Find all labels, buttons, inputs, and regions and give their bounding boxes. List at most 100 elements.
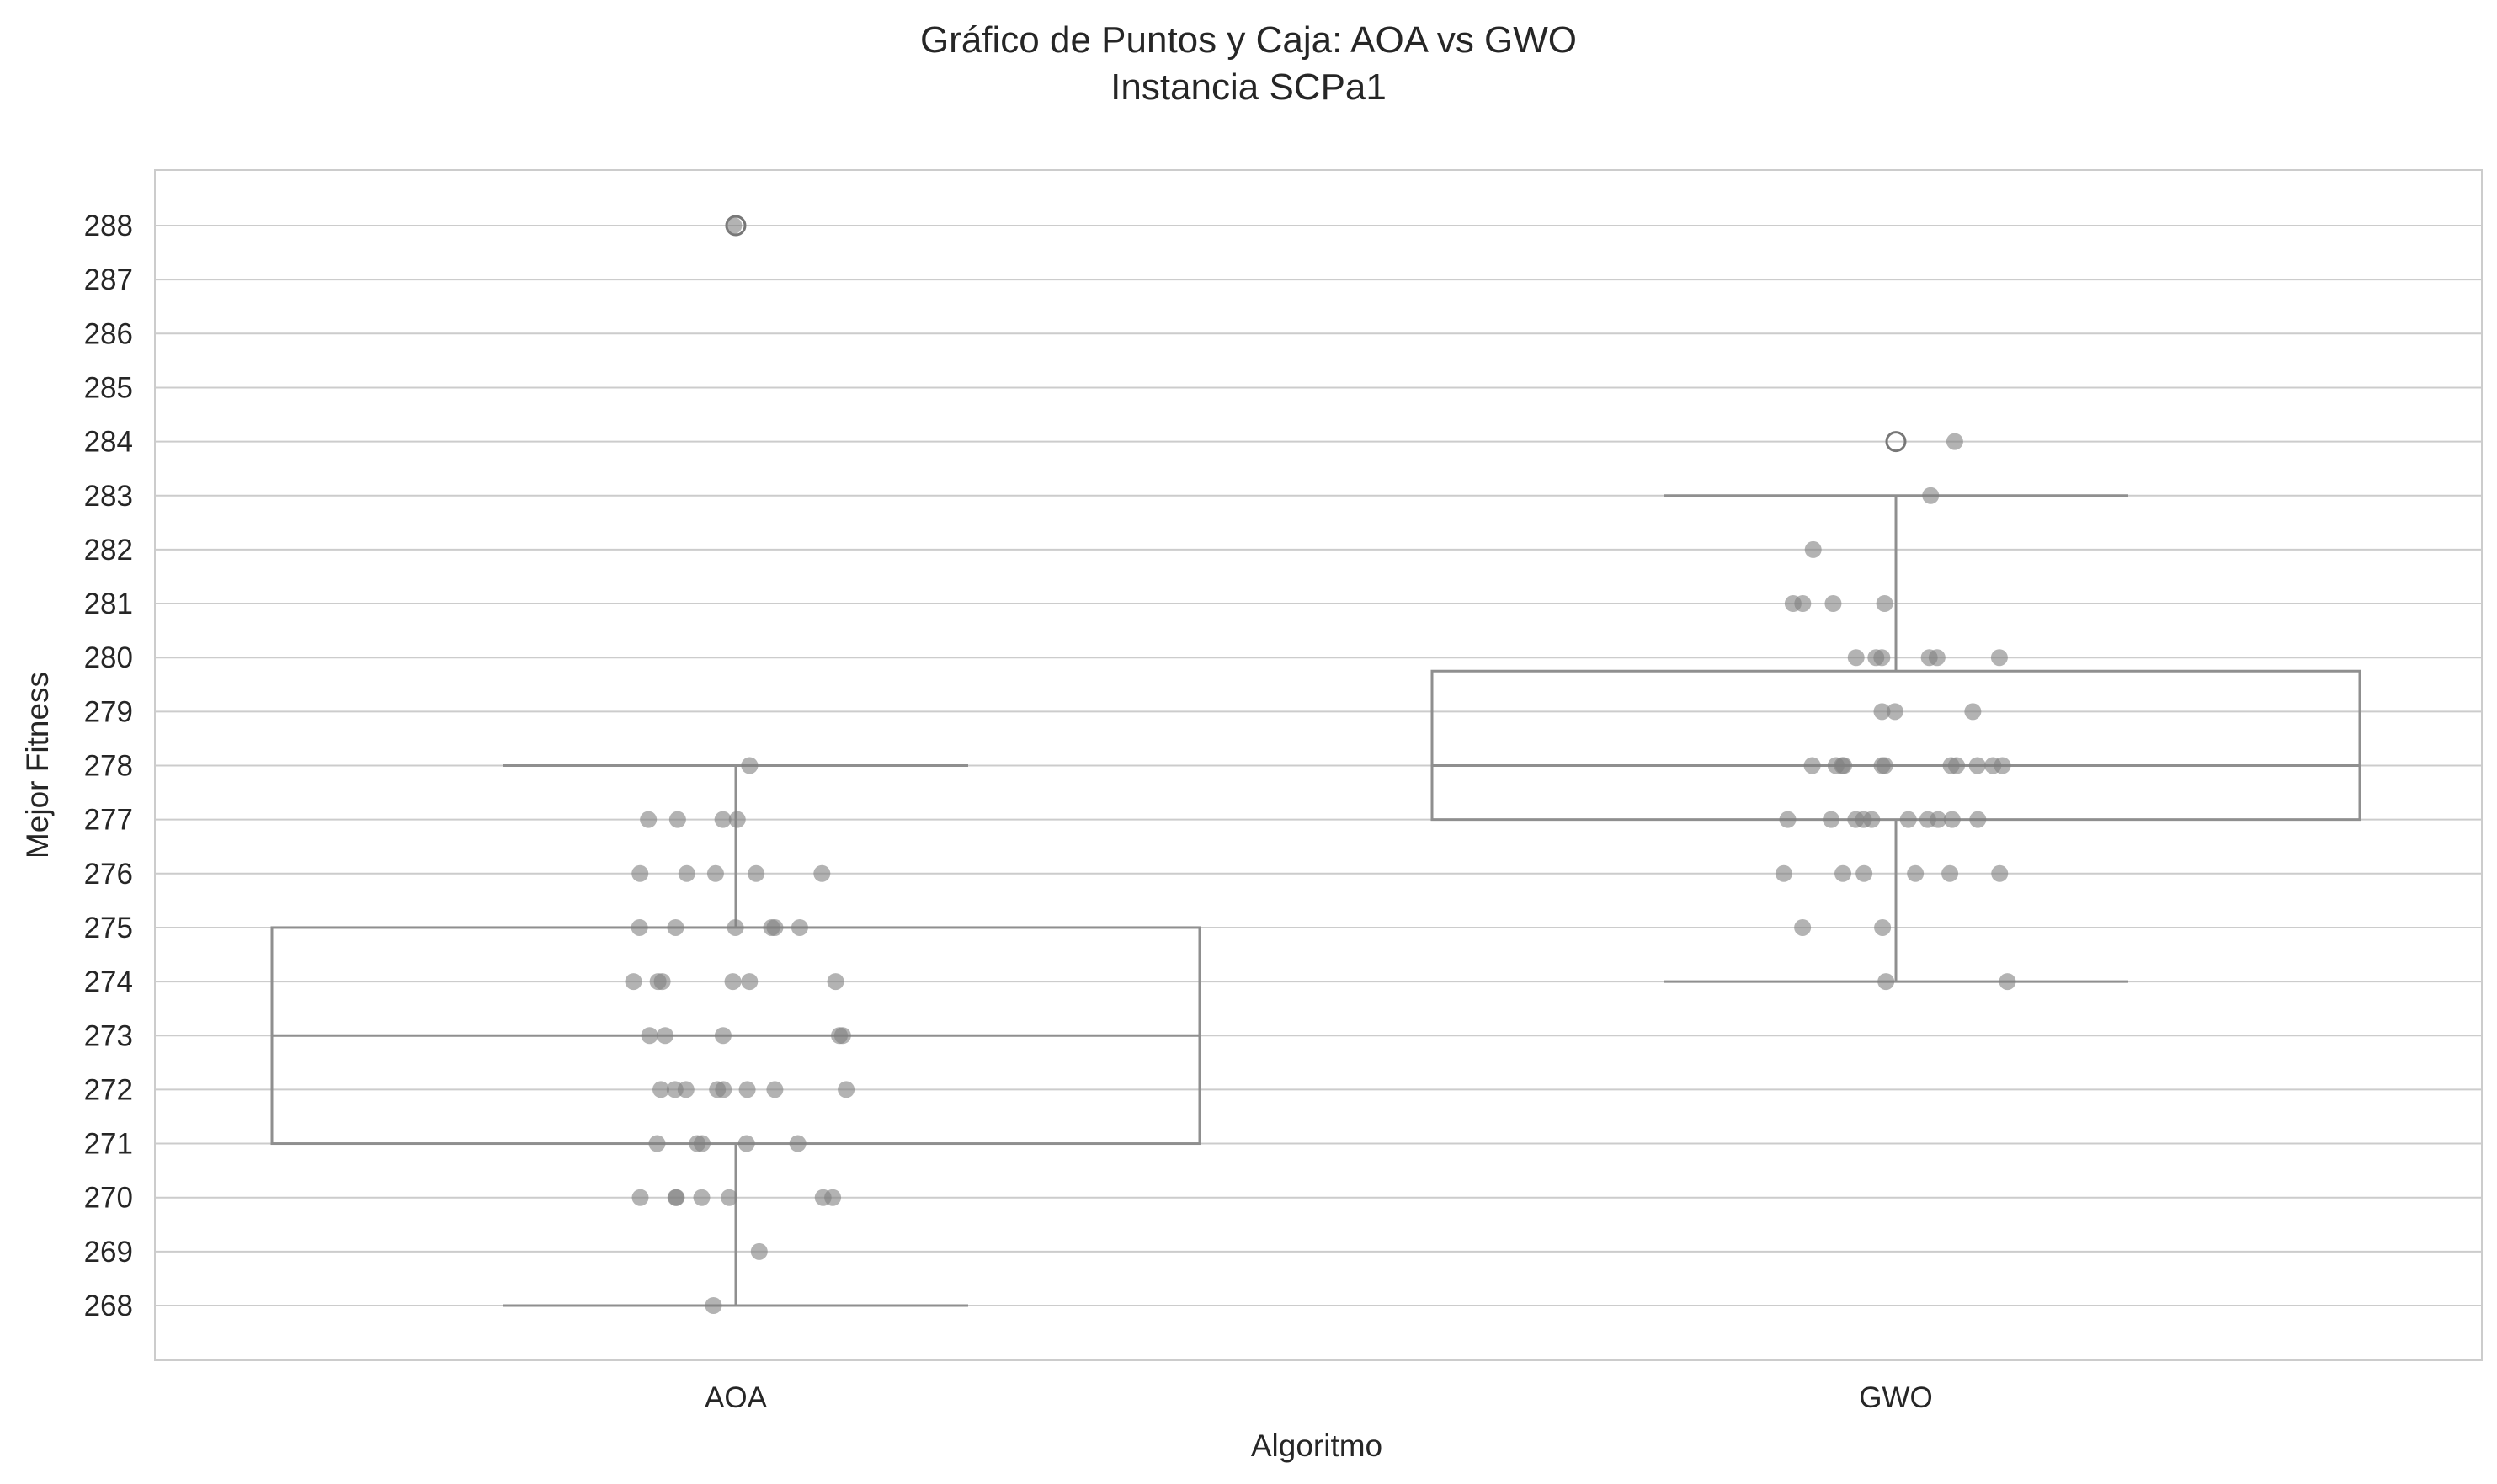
data-point <box>1775 864 1792 882</box>
y-tick-label: 275 <box>84 912 133 944</box>
data-point <box>827 973 844 991</box>
y-tick-label: 277 <box>84 804 133 837</box>
y-tick-label: 273 <box>84 1019 133 1052</box>
data-point <box>1873 649 1891 667</box>
data-point <box>1968 757 1986 774</box>
boxes <box>270 215 2361 1307</box>
data-point <box>1984 757 2002 774</box>
data-point <box>789 1135 807 1152</box>
data-point <box>1834 757 1852 774</box>
data-point <box>648 1135 666 1152</box>
data-point <box>1886 703 1903 721</box>
y-tick-label: 276 <box>84 858 133 891</box>
data-point <box>724 973 742 991</box>
y-tick-label: 274 <box>84 965 133 998</box>
y-tick-label: 271 <box>84 1128 133 1161</box>
data-point <box>1863 811 1881 828</box>
x-axis-label: Algoritmo <box>1251 1428 1382 1463</box>
data-point <box>1991 864 2009 882</box>
data-point <box>1873 703 1891 721</box>
data-point <box>668 811 686 828</box>
y-tick-label: 281 <box>84 588 133 620</box>
y-axis-label: Mejor Fitness <box>20 672 55 859</box>
plot-frame <box>154 169 2483 1361</box>
data-point <box>831 1027 849 1045</box>
data-point <box>640 811 658 828</box>
y-tick-label: 279 <box>84 695 133 728</box>
data-point <box>1946 433 1963 450</box>
x-tick-label: AOA <box>705 1381 768 1414</box>
data-point <box>705 1297 722 1314</box>
y-tick-label: 288 <box>84 210 133 242</box>
y-tick-label: 283 <box>84 480 133 513</box>
data-point <box>1794 918 1812 936</box>
data-point <box>766 1081 784 1098</box>
data-point <box>1941 864 1959 882</box>
data-point <box>641 1027 658 1045</box>
data-point <box>1824 595 1842 613</box>
box-aoa <box>270 215 1201 1307</box>
data-point <box>838 1081 855 1098</box>
y-tick-label: 284 <box>84 426 133 459</box>
data-point <box>1779 811 1797 828</box>
data-point <box>750 1242 768 1260</box>
y-tick-label: 287 <box>84 263 133 296</box>
data-point <box>1804 540 1822 558</box>
data-point <box>1899 811 1917 828</box>
data-point <box>667 1189 684 1206</box>
data-point <box>791 918 808 936</box>
outlier-marker <box>1885 431 1907 453</box>
data-point <box>1990 649 2008 667</box>
iqr-box <box>1430 669 2361 822</box>
y-tick-label: 278 <box>84 750 133 783</box>
data-point <box>727 918 744 936</box>
data-point <box>714 811 732 828</box>
y-tick-label: 280 <box>84 641 133 674</box>
data-point <box>1847 649 1865 667</box>
data-point <box>1803 757 1821 774</box>
data-point <box>631 864 649 882</box>
data-point <box>814 1189 832 1206</box>
data-point <box>1823 811 1840 828</box>
y-tick-labels: 268 269 270 271 272 273 274 275 276 277 278 279 280 2… <box>84 210 133 1322</box>
y-tick-label: 269 <box>84 1236 133 1269</box>
box-gwo <box>1430 431 2361 983</box>
data-point <box>657 1027 674 1045</box>
data-point <box>1999 973 2016 991</box>
data-point <box>741 757 759 774</box>
data-point <box>1969 811 1987 828</box>
data-point <box>728 811 746 828</box>
y-tick-label: 282 <box>84 534 133 566</box>
y-tick-label: 286 <box>84 317 133 350</box>
data-point <box>1855 864 1873 882</box>
y-tick-label: 268 <box>84 1290 133 1322</box>
data-point <box>666 1081 684 1098</box>
data-point <box>738 1081 756 1098</box>
data-point <box>1964 703 1982 721</box>
data-point <box>1947 757 1965 774</box>
data-point <box>715 1081 732 1098</box>
chart-title-line1: Gráfico de Puntos y Caja: AOA vs GWO <box>920 19 1577 61</box>
data-point <box>1834 864 1852 882</box>
data-point <box>625 973 642 991</box>
y-tick-label: 270 <box>84 1182 133 1215</box>
data-point <box>725 217 743 234</box>
data-point <box>706 864 724 882</box>
data-point <box>693 1189 711 1206</box>
data-point <box>631 918 648 936</box>
data-point <box>748 864 765 882</box>
data-point <box>1874 918 1892 936</box>
data-point <box>766 918 784 936</box>
data-point <box>653 973 671 991</box>
data-point <box>678 864 695 882</box>
data-point <box>1907 864 1925 882</box>
data-point <box>693 1135 711 1152</box>
data-points <box>625 217 2016 1314</box>
data-point <box>1873 757 1891 774</box>
data-point <box>1876 595 1893 613</box>
data-point <box>1784 595 1802 613</box>
chart-title-line2: Instancia SCPa1 <box>1110 66 1387 108</box>
x-tick-labels: AOA GWO <box>705 1381 1933 1414</box>
data-point <box>631 1189 649 1206</box>
